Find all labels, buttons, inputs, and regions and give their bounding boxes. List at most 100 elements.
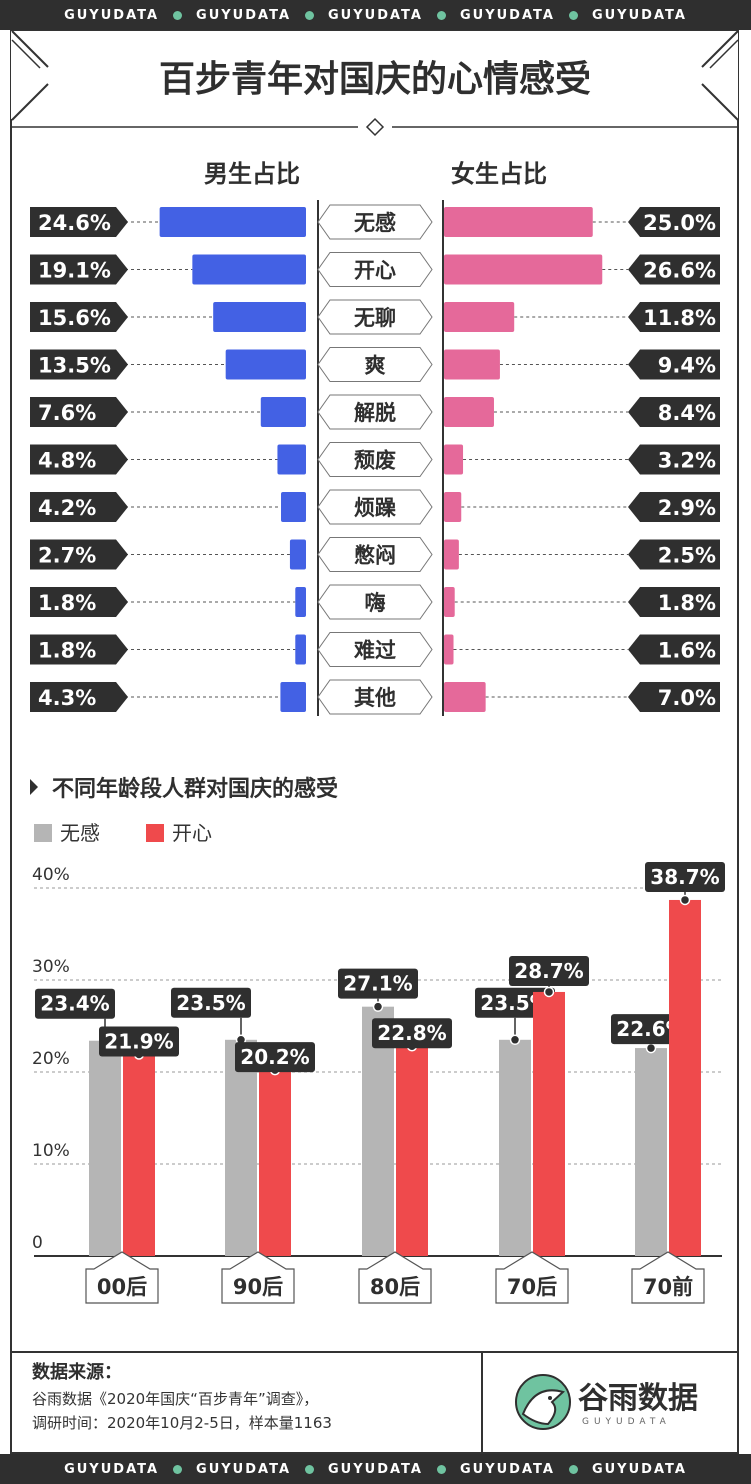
bottom-brand-band: GUYUDATA GUYUDATA GUYUDATA GUYUDATA GUYUDATA (0, 1454, 751, 1484)
diamond-icon (365, 117, 385, 137)
female-value-label: 26.6% (643, 259, 716, 283)
female-value-tag (628, 302, 720, 332)
category-label: 无感 (354, 211, 396, 235)
male-value-tag (30, 302, 128, 332)
footer-block: 数据来源： 谷雨数据《2020年国庆“百步青年”调查》， 调研时间：2020年1… (11, 1351, 739, 1454)
kaixin-bar (533, 991, 565, 1256)
brand-band-word: GUYUDATA (328, 1461, 423, 1477)
female-bar (444, 254, 603, 285)
legend-label-kaixin: 开心 (172, 821, 212, 845)
category-label-box (317, 489, 433, 525)
brand-band-word: GUYUDATA (591, 7, 687, 23)
male-value-tag (30, 492, 128, 522)
brand-band-word: GUYUDATA (459, 7, 555, 23)
female-value-tag (628, 587, 720, 617)
value-label: 28.7% (514, 959, 583, 983)
male-bar (225, 349, 306, 380)
band-dot-icon (305, 10, 315, 20)
logo-sub: GUYUDATA (582, 1417, 671, 1427)
age-chart-title: 不同年龄段人群对国庆的感受 (52, 776, 338, 802)
brand-band-word: GUYUDATA (459, 1461, 555, 1477)
brand-band-word: GUYUDATA (591, 1461, 687, 1477)
value-label-box (99, 1026, 179, 1057)
male-bar (280, 682, 306, 712)
female-bar (444, 349, 500, 380)
category-label: 难过 (353, 639, 396, 663)
title-block: 百步青年对国庆的心情感受 (11, 30, 739, 137)
female-value-label: 1.8% (658, 591, 716, 615)
category-label-box (317, 679, 433, 715)
female-bar (444, 539, 459, 570)
male-bar (281, 492, 306, 522)
source-heading: 数据来源： (32, 1361, 122, 1383)
female-value-label: 8.4% (658, 401, 716, 425)
source-line-1: 谷雨数据《2020年国庆“百步青年”调查》， (32, 1390, 318, 1408)
male-bar (159, 207, 306, 237)
female-value-tag (628, 207, 720, 237)
value-label-box (171, 987, 251, 1018)
value-label: 23.4% (40, 992, 109, 1016)
male-value-label: 4.3% (38, 686, 96, 710)
category-label: 烦躁 (354, 496, 396, 520)
category-label-box (317, 442, 433, 477)
female-bar (444, 302, 515, 332)
category-label-box (317, 347, 433, 382)
y-tick-label: 40% (32, 865, 70, 885)
band-dot-icon (436, 1464, 446, 1474)
value-marker-dot (679, 894, 691, 906)
male-value-tag (30, 254, 128, 285)
value-marker-dot (372, 1001, 384, 1012)
x-category-box (358, 1251, 432, 1304)
female-value-tag (628, 397, 720, 427)
category-label: 开心 (354, 259, 396, 283)
male-bar (213, 302, 306, 332)
male-bar (295, 587, 306, 617)
age-group-chart: 不同年龄段人群对国庆的感受 无感 开心 0 10% 20% 30% 40% 23.4% 21… (30, 776, 725, 1304)
value-label: 23.5% (176, 991, 245, 1015)
wugan-bar (635, 1048, 667, 1256)
female-value-label: 9.4% (658, 354, 716, 378)
male-bar (289, 539, 306, 570)
female-value-tag (628, 349, 720, 380)
male-value-tag (30, 634, 128, 665)
female-value-label: 2.5% (658, 544, 716, 568)
legend-swatch-kaixin (146, 824, 164, 842)
category-label-box (317, 252, 433, 287)
triangle-marker-icon (30, 779, 38, 795)
female-bar (444, 492, 462, 522)
female-value-tag (628, 539, 720, 570)
category-label-box (317, 204, 433, 240)
category-label-box (317, 584, 433, 620)
x-category-box (495, 1251, 569, 1304)
y-tick-label: 0 (32, 1233, 43, 1253)
category-label: 其他 (354, 686, 396, 710)
guyu-logo-icon (515, 1374, 571, 1430)
male-value-label: 2.7% (38, 544, 96, 568)
male-value-tag (30, 349, 128, 380)
band-dot-icon (173, 10, 183, 20)
male-value-tag (30, 207, 128, 237)
x-category-box (631, 1251, 705, 1304)
y-tick-label: 10% (32, 1141, 70, 1161)
female-bar (444, 682, 486, 712)
value-marker-dot (645, 1042, 657, 1054)
y-tick-label: 20% (32, 1049, 70, 1069)
female-value-tag (628, 254, 720, 285)
female-value-tag (628, 682, 720, 712)
male-value-label: 7.6% (38, 401, 96, 425)
female-value-label: 2.9% (658, 496, 716, 520)
brand-band-word: GUYUDATA (64, 7, 160, 23)
female-value-tag (628, 634, 720, 665)
value-label: 22.8% (377, 1021, 446, 1045)
male-bar (295, 634, 306, 665)
gender-butterfly-chart: 男生占比 女生占比 无感 24.6% 25.0% 开心 19.1% 26.6% 无聊 15.6… (30, 160, 720, 716)
male-value-tag (30, 539, 128, 570)
kaixin-bar (123, 1054, 155, 1256)
category-label: 爽 (365, 354, 386, 378)
kaixin-bar (259, 1070, 291, 1256)
male-value-tag (30, 444, 128, 475)
female-bar (444, 444, 464, 475)
female-bar (444, 634, 454, 665)
x-category-label: 70前 (643, 1275, 693, 1299)
wugan-bar (225, 1039, 257, 1256)
